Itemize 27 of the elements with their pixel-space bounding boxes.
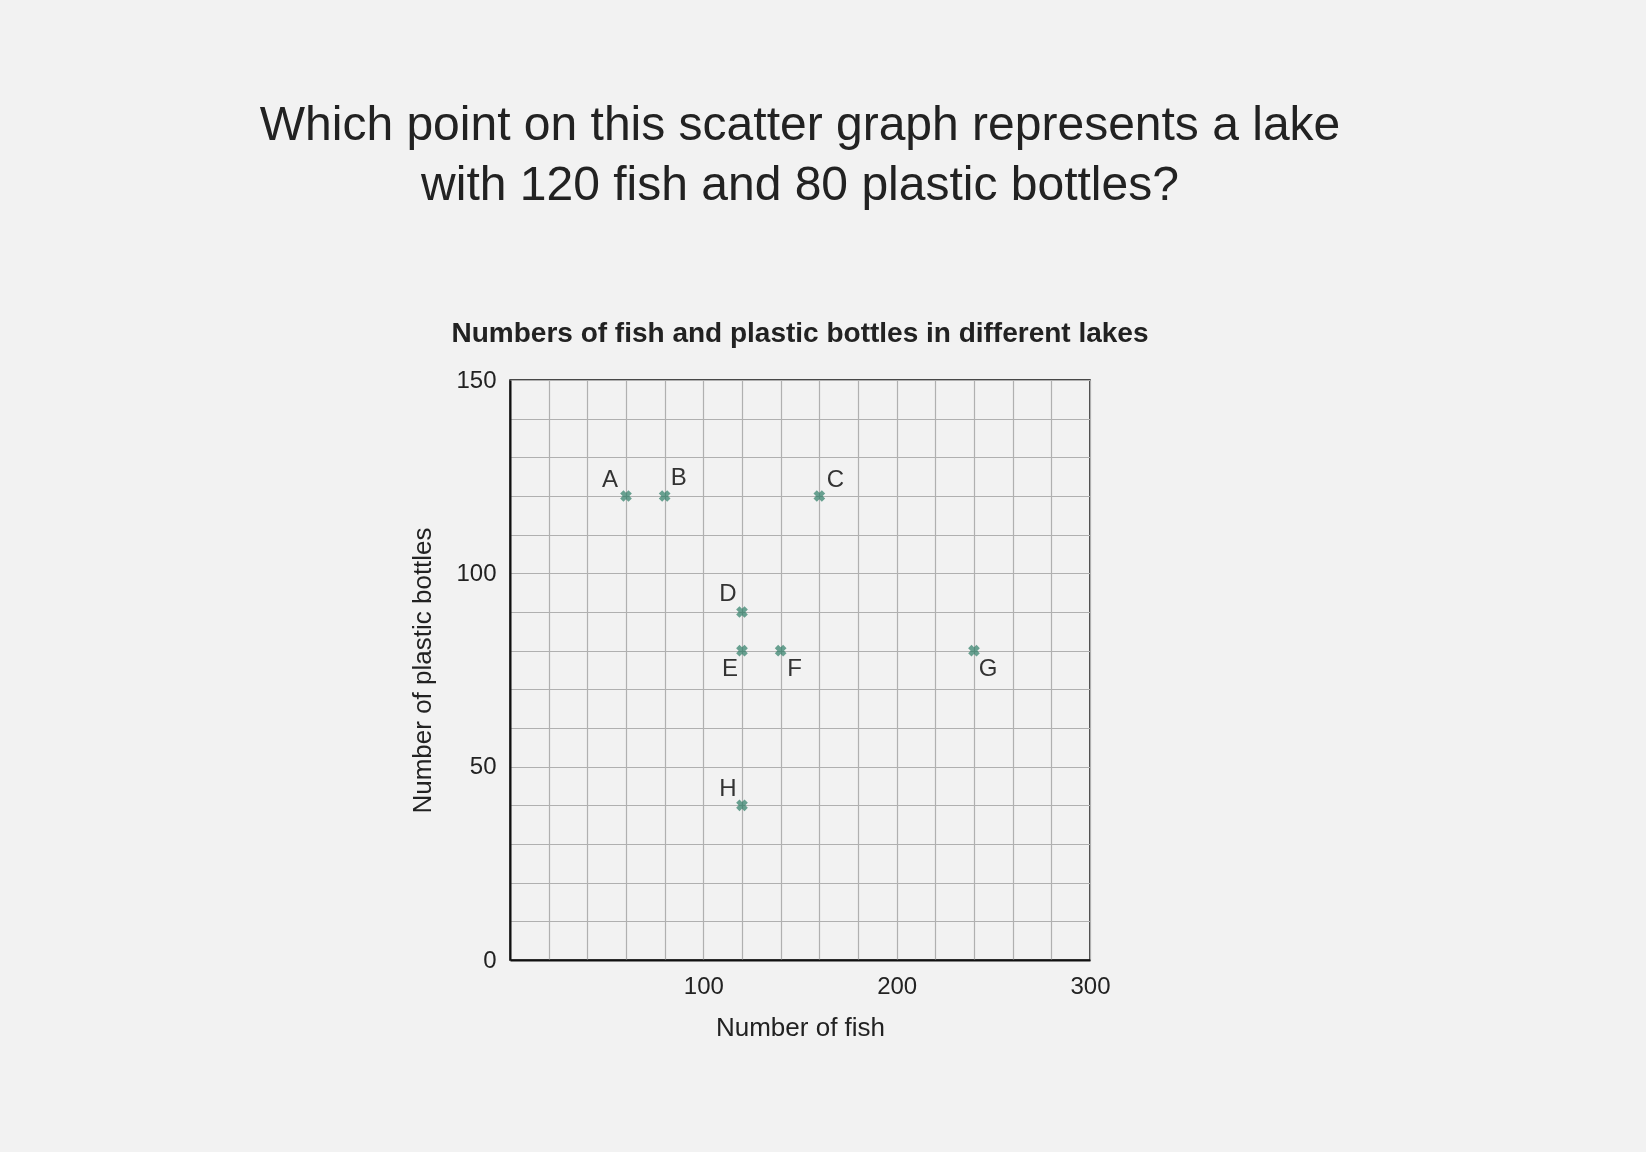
y-tick-label: 0 <box>483 945 497 973</box>
x-tick-label: 300 <box>1070 971 1111 999</box>
annotation: F <box>787 653 802 681</box>
point <box>736 606 748 618</box>
x-axis-title: Number of fish <box>715 1011 886 1042</box>
y-tick-label: 150 <box>456 365 497 393</box>
annotation: G <box>978 653 998 681</box>
point <box>813 490 826 502</box>
chart-title: Which point on this scatter graph represents a lake with 120 fish and 80 plastic bottles? <box>259 97 1341 210</box>
y-tick-label: 100 <box>456 558 497 586</box>
chart-subtitle: Numbers of fish and plastic bottles in different lakes <box>451 317 1149 348</box>
point <box>736 644 748 657</box>
y-axis-title: Number of plastic bottles <box>407 527 438 814</box>
annotation: H <box>719 774 737 802</box>
point <box>774 644 787 657</box>
point <box>736 799 748 812</box>
annotation: D <box>719 579 737 606</box>
x-tick-label: 200 <box>877 971 918 999</box>
point <box>658 490 671 502</box>
y-tick-label: 50 <box>469 752 497 780</box>
annotation: C <box>826 465 845 492</box>
annotation: B <box>670 463 687 490</box>
x-tick-label: 100 <box>683 971 724 999</box>
annotation: E <box>721 653 739 681</box>
point <box>620 490 632 502</box>
point <box>968 644 980 657</box>
annotation: A <box>601 465 619 492</box>
